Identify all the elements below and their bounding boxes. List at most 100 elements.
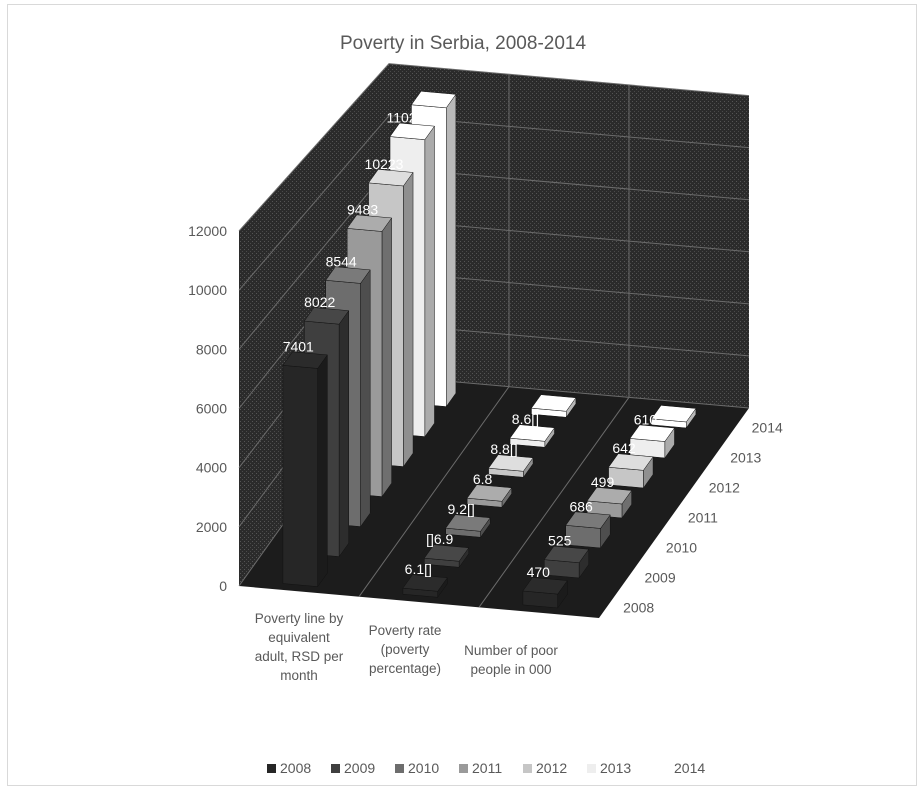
bar-2013-cat2	[629, 424, 675, 459]
data-label: 470	[527, 564, 551, 580]
y-tick-label: 4000	[196, 460, 227, 476]
depth-label: 2014	[752, 420, 783, 436]
legend-label: 2012	[536, 760, 567, 776]
floor-divider	[358, 386, 510, 597]
legend-swatch	[331, 764, 340, 773]
bar-2009-cat2	[543, 545, 590, 579]
bar-side	[446, 93, 457, 408]
legend-label: 2009	[344, 760, 375, 776]
y-tick-label: 0	[219, 578, 227, 594]
data-label: 6.8	[473, 471, 493, 487]
x-category-label: Poverty rate (poverty percentage)	[369, 623, 442, 676]
chart-legend: 2008 2009 2010 2011 2012 2013 2014	[267, 760, 705, 776]
legend-item-2008: 2008	[267, 760, 311, 776]
data-label: 499	[591, 474, 615, 490]
legend-item-2014: 2014	[674, 760, 705, 776]
bar-top	[445, 514, 491, 532]
legend-swatch	[267, 764, 276, 773]
y-tick-label: 8000	[196, 341, 227, 357]
y-axis: 0 2000 4000 6000 8000 10000 12000	[188, 223, 227, 594]
bar-top	[423, 544, 470, 562]
bar-top	[346, 214, 393, 232]
bar-top	[303, 307, 350, 325]
data-label: 525	[548, 533, 572, 549]
bar-top	[629, 424, 675, 442]
depth-axis: 2008 2009 2010 2011 2012 2013 2014	[623, 420, 783, 616]
legend-item-2011: 2011	[459, 760, 502, 776]
data-label: 8.8[]	[490, 441, 517, 457]
legend-label: 2010	[408, 760, 439, 776]
bar-top	[402, 574, 448, 592]
bar-top	[466, 484, 513, 502]
bar-top	[522, 577, 568, 595]
bar-top	[650, 405, 697, 423]
bar-2009-cat1	[423, 544, 470, 569]
data-label: 9483	[347, 201, 378, 217]
bar-top	[325, 266, 371, 284]
bar-top	[389, 122, 435, 140]
bar-2008-cat1	[402, 574, 448, 599]
legend-label: 2014	[674, 760, 705, 776]
data-label: 8544	[326, 253, 357, 269]
bar-2013-cat1	[509, 424, 555, 449]
data-label: 6.1[]	[405, 561, 432, 577]
bar-front	[282, 365, 318, 587]
data-label: []6.9	[426, 531, 453, 547]
legend-swatch	[587, 764, 596, 773]
bar-top	[509, 424, 555, 442]
bar-side	[424, 125, 435, 438]
legend-swatch	[395, 764, 404, 773]
depth-label: 2013	[730, 450, 761, 466]
bar-top	[608, 453, 654, 471]
x-category-label: Poverty line by equivalent adult, RSD per m…	[255, 611, 344, 683]
y-tick-label: 12000	[188, 223, 227, 239]
legend-label: 2013	[600, 760, 631, 776]
chart-data-labels: 11020 8.6[] 610 10223 8.8[] 642 9483 6.8 499 8544…	[283, 110, 658, 580]
bar-2014-cat2	[650, 405, 697, 429]
chart-frame: Poverty in Serbia, 2008-2014 0 2000 4000 60…	[7, 4, 917, 786]
bar-2011-cat1	[466, 484, 513, 509]
data-label: 7401	[283, 338, 314, 354]
legend-item-2013: 2013	[587, 760, 631, 776]
bar-side	[381, 217, 392, 498]
floor-divider	[478, 397, 630, 608]
chart-bars	[282, 90, 697, 609]
legend-swatch	[459, 764, 468, 773]
data-label: 10223	[365, 156, 404, 172]
bar-chart-3d: Poverty in Serbia, 2008-2014 0 2000 4000 60…	[188, 33, 783, 776]
data-label: 8.6[]	[512, 411, 539, 427]
bar-top	[282, 351, 328, 369]
bar-top	[586, 487, 633, 505]
data-label: 642	[612, 440, 636, 456]
bar-side	[317, 354, 328, 588]
depth-label: 2009	[644, 570, 675, 586]
chart-title: Poverty in Serbia, 2008-2014	[340, 33, 587, 54]
bar-side	[338, 309, 350, 558]
y-tick-label: 6000	[196, 401, 227, 417]
depth-label: 2008	[623, 600, 654, 616]
bar-side	[403, 171, 414, 468]
depth-label: 2010	[666, 540, 697, 556]
data-label: 8022	[304, 294, 335, 310]
bar-top	[543, 545, 590, 563]
data-label: 610	[634, 411, 658, 427]
data-label: 686	[569, 498, 593, 514]
y-tick-label: 2000	[196, 519, 227, 535]
depth-label: 2011	[688, 510, 718, 526]
legend-label: 2008	[280, 760, 311, 776]
depth-label: 2012	[709, 480, 740, 496]
bar-2014-cat1	[530, 394, 577, 419]
bar-side	[360, 269, 371, 528]
bar-2010-cat1	[445, 514, 491, 539]
bar-2012-cat1	[488, 454, 534, 479]
data-label: 11020	[386, 110, 424, 126]
legend-swatch	[523, 764, 532, 773]
bar-2008-cat2	[522, 577, 568, 609]
bar-2012-cat2	[608, 453, 654, 489]
bar-top	[410, 90, 457, 109]
y-tick-label: 10000	[188, 282, 227, 298]
x-axis: Poverty line by equivalent adult, RSD per m…	[255, 611, 559, 683]
bar-2010-cat2	[565, 511, 611, 549]
bar-top	[488, 454, 534, 472]
bar-top	[368, 169, 414, 187]
